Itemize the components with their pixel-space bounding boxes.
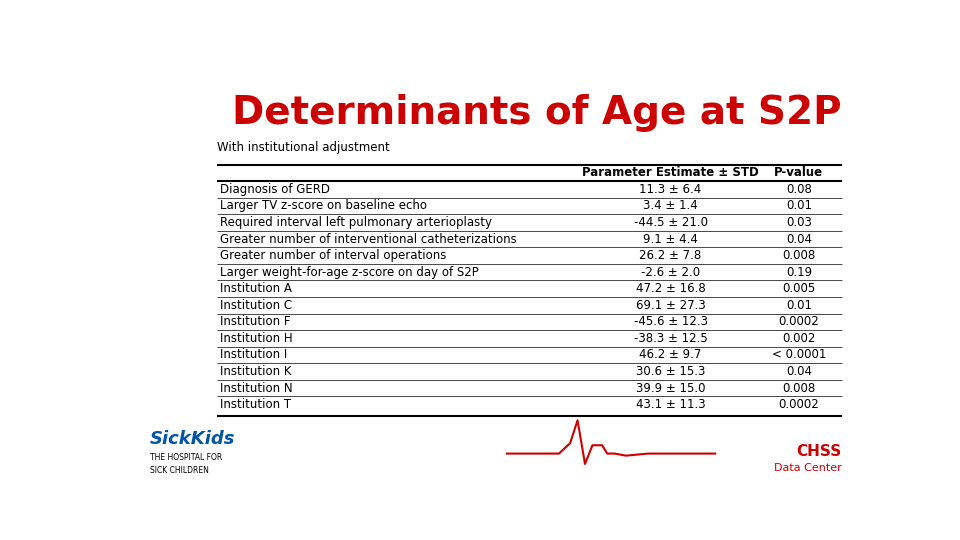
Text: 0.03: 0.03	[786, 216, 812, 229]
Text: 0.005: 0.005	[782, 282, 816, 295]
Text: Institution H: Institution H	[221, 332, 293, 345]
Text: Diagnosis of GERD: Diagnosis of GERD	[221, 183, 330, 196]
Text: Greater number of interval operations: Greater number of interval operations	[221, 249, 446, 262]
Text: 69.1 ± 27.3: 69.1 ± 27.3	[636, 299, 706, 312]
Text: 0.008: 0.008	[782, 382, 816, 395]
Text: Greater number of interventional catheterizations: Greater number of interventional cathete…	[221, 233, 517, 246]
Text: 0.04: 0.04	[786, 233, 812, 246]
Text: -45.6 ± 12.3: -45.6 ± 12.3	[634, 315, 708, 328]
Text: SickKids: SickKids	[150, 430, 235, 448]
Text: 26.2 ± 7.8: 26.2 ± 7.8	[639, 249, 702, 262]
Text: Determinants of Age at S2P: Determinants of Age at S2P	[232, 94, 842, 132]
Text: 0.0002: 0.0002	[779, 398, 819, 411]
Text: 0.04: 0.04	[786, 365, 812, 378]
Text: 0.0002: 0.0002	[779, 315, 819, 328]
Text: 0.01: 0.01	[786, 299, 812, 312]
Text: Parameter Estimate ± STD: Parameter Estimate ± STD	[582, 166, 759, 179]
Text: 39.9 ± 15.0: 39.9 ± 15.0	[636, 382, 706, 395]
Text: 0.002: 0.002	[782, 332, 816, 345]
Text: Institution K: Institution K	[221, 365, 292, 378]
Text: SICK CHILDREN: SICK CHILDREN	[150, 465, 208, 475]
Text: 0.01: 0.01	[786, 199, 812, 212]
Text: -38.3 ± 12.5: -38.3 ± 12.5	[634, 332, 708, 345]
Text: -2.6 ± 2.0: -2.6 ± 2.0	[641, 266, 700, 279]
Text: 9.1 ± 4.4: 9.1 ± 4.4	[643, 233, 698, 246]
Text: Institution F: Institution F	[221, 315, 291, 328]
Text: Larger TV z-score on baseline echo: Larger TV z-score on baseline echo	[221, 199, 427, 212]
Text: Required interval left pulmonary arterioplasty: Required interval left pulmonary arterio…	[221, 216, 492, 229]
Text: 30.6 ± 15.3: 30.6 ± 15.3	[636, 365, 706, 378]
Text: 46.2 ± 9.7: 46.2 ± 9.7	[639, 348, 702, 361]
Text: With institutional adjustment: With institutional adjustment	[217, 141, 390, 154]
Text: Data Center: Data Center	[774, 463, 842, 473]
Text: 43.1 ± 11.3: 43.1 ± 11.3	[636, 398, 706, 411]
Text: < 0.0001: < 0.0001	[772, 348, 827, 361]
Text: 47.2 ± 16.8: 47.2 ± 16.8	[636, 282, 706, 295]
Text: THE HOSPITAL FOR: THE HOSPITAL FOR	[150, 453, 222, 462]
Text: Larger weight-for-age z-score on day of S2P: Larger weight-for-age z-score on day of …	[221, 266, 479, 279]
Text: Institution I: Institution I	[221, 348, 288, 361]
Text: Institution C: Institution C	[221, 299, 293, 312]
Text: Institution T: Institution T	[221, 398, 292, 411]
Text: CHSS: CHSS	[797, 444, 842, 459]
Text: 0.008: 0.008	[782, 249, 816, 262]
Text: -44.5 ± 21.0: -44.5 ± 21.0	[634, 216, 708, 229]
Text: 3.4 ± 1.4: 3.4 ± 1.4	[643, 199, 698, 212]
Text: Institution A: Institution A	[221, 282, 292, 295]
Text: Institution N: Institution N	[221, 382, 293, 395]
Text: 0.19: 0.19	[786, 266, 812, 279]
Text: 11.3 ± 6.4: 11.3 ± 6.4	[639, 183, 702, 196]
Text: P-value: P-value	[775, 166, 824, 179]
Text: 0.08: 0.08	[786, 183, 812, 196]
